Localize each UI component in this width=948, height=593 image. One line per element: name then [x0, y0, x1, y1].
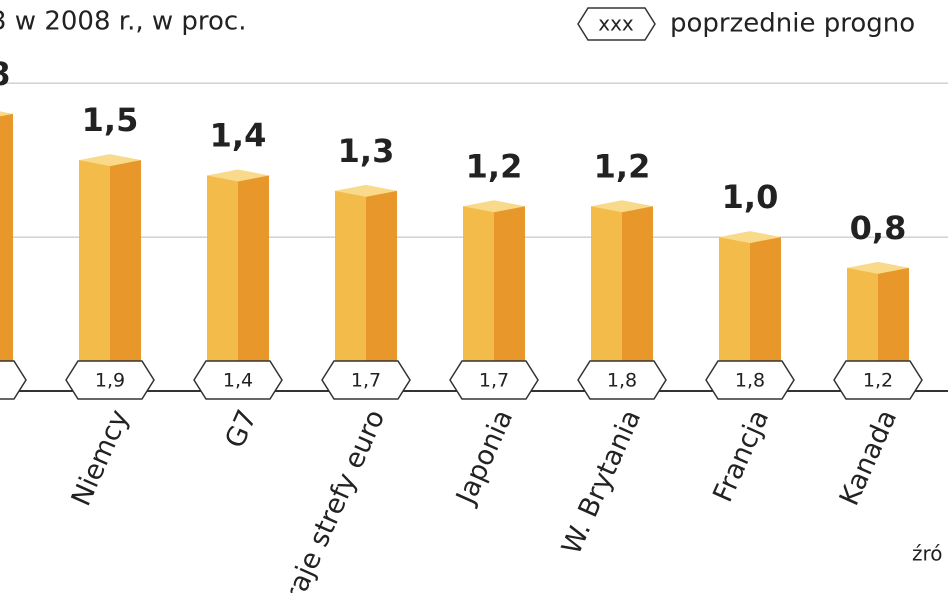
previous-hexagon — [833, 360, 923, 400]
bar — [335, 190, 366, 361]
bar-top — [719, 231, 781, 244]
bar-group: 1,82,2 — [0, 55, 27, 400]
legend: xxx poprzednie progno — [577, 7, 915, 41]
previous-hexagon — [449, 360, 539, 400]
x-tick-label: Francja — [707, 405, 775, 506]
bar-side — [110, 160, 141, 361]
previous-hexagon — [705, 360, 795, 400]
previous-label: 1,4 — [223, 370, 253, 392]
legend-sample: xxx — [598, 12, 634, 36]
bar-top — [335, 184, 397, 197]
bar-group: 0,8 1,2 Kanada — [833, 209, 923, 510]
previous-label: 1,8 — [607, 370, 637, 392]
value-label: 1,4 — [210, 116, 267, 154]
previous-hexagon — [321, 360, 411, 400]
previous-label: 1,7 — [351, 370, 381, 392]
previous-hexagon — [193, 360, 283, 400]
bar — [463, 206, 494, 361]
bar-group: 1,2 1,7 Japonia — [449, 147, 539, 510]
previous-label: 1,7 — [479, 370, 509, 392]
previous-label: 1,9 — [95, 370, 125, 392]
x-tick-label: Kanada — [834, 405, 903, 510]
bar — [591, 206, 622, 361]
bar-side — [622, 206, 653, 361]
bar — [719, 237, 750, 361]
bar-top — [0, 111, 13, 117]
legend-hexagon — [577, 7, 656, 41]
previous-label: 1,8 — [735, 370, 765, 392]
previous-label: 1,2 — [863, 370, 893, 392]
bar — [79, 160, 110, 361]
bar-side — [0, 113, 13, 361]
previous-hexagon — [577, 360, 667, 400]
value-label: 1,3 — [338, 132, 395, 170]
bar-group: 1,4 1,4 G7 — [193, 116, 283, 453]
value-label: 1,2 — [466, 147, 523, 185]
x-tick-label: W. Brytania — [556, 405, 647, 559]
bar-group: 1,5 1,9 Niemcy — [65, 101, 155, 511]
bar-group: 1,0 1,8 Francja — [705, 178, 795, 507]
x-tick-label: kraje strefy euro — [273, 405, 392, 593]
value-label: 1,5 — [82, 101, 139, 139]
previous-hexagon — [0, 360, 27, 400]
previous-hexagon — [65, 360, 155, 400]
x-tick-label: G7 — [219, 405, 263, 452]
bar-top — [79, 154, 141, 167]
bar-top — [463, 200, 525, 213]
bar — [207, 175, 238, 361]
legend-label: poprzednie progno — [670, 9, 915, 39]
value-label: 1,8 — [0, 55, 10, 93]
bar-side — [494, 206, 525, 361]
bar-side — [878, 267, 909, 361]
value-label: 0,8 — [850, 209, 907, 247]
bar-group: 1,2 1,8 W. Brytania — [556, 147, 667, 559]
bar-group: 1,3 1,7 kraje strefy euro — [273, 132, 411, 593]
value-label: 1,2 — [594, 147, 651, 185]
bar — [847, 267, 878, 361]
x-tick-label: Niemcy — [66, 405, 136, 510]
x-tick-label: Japonia — [450, 405, 520, 510]
chart-title: 3 w 2008 r., w proc. — [0, 7, 246, 37]
bar-side — [366, 190, 397, 361]
bar-top — [847, 261, 909, 274]
bar-top — [207, 169, 269, 182]
bar-side — [750, 237, 781, 361]
source: źró — [912, 542, 943, 566]
bar-side — [238, 175, 269, 361]
bar-top — [591, 200, 653, 213]
value-label: 1,0 — [722, 178, 779, 216]
